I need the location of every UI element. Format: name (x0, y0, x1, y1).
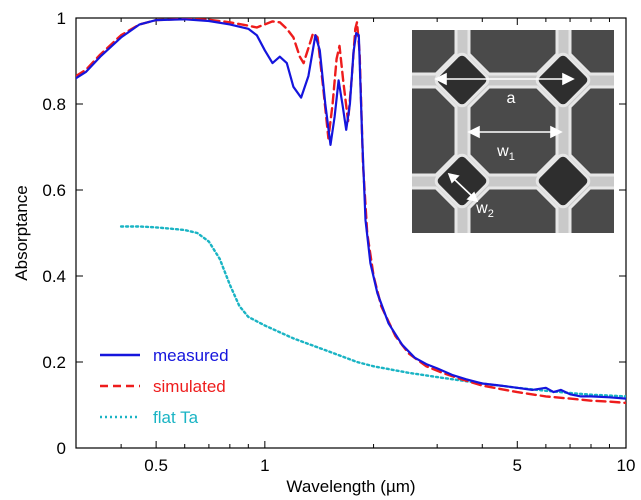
inset-label-w1: w1 (496, 143, 515, 163)
legend-label-measured: measured (153, 346, 229, 365)
y-tick-label: 0.8 (42, 95, 66, 114)
y-axis-label: Absorptance (12, 185, 31, 280)
inset-label-a: a (507, 90, 516, 107)
y-axis: 0 0.2 0.4 0.6 0.8 1 (42, 9, 626, 458)
dimension-a-arrow (434, 72, 575, 86)
y-tick-label: 0.6 (42, 181, 66, 200)
dimension-w2-arrow (447, 172, 479, 203)
inset-sem-image: a w1 w2 (412, 30, 614, 233)
y-tick-label: 0 (57, 439, 66, 458)
x-tick-label: 10 (617, 456, 636, 475)
series-line-simulated (76, 18, 626, 405)
x-axis: 0.5 1 5 10 (75, 18, 636, 475)
dimension-w1-arrow (467, 125, 563, 139)
x-tick-label: 1 (260, 456, 269, 475)
x-axis-label: Wavelength (µm) (286, 477, 415, 496)
series-line-measured (76, 18, 626, 400)
y-tick-label: 1 (57, 9, 66, 28)
y-tick-label: 0.2 (42, 353, 66, 372)
x-tick-label: 5 (513, 456, 522, 475)
legend-label-simulated: simulated (153, 377, 226, 396)
x-tick-label: 0.5 (144, 456, 168, 475)
legend-label-flat-ta: flat Ta (153, 408, 199, 427)
legend: measured simulated flat Ta (100, 346, 229, 427)
inset-label-w2: w2 (475, 200, 494, 220)
series-layer (76, 18, 626, 405)
y-tick-label: 0.4 (42, 267, 66, 286)
